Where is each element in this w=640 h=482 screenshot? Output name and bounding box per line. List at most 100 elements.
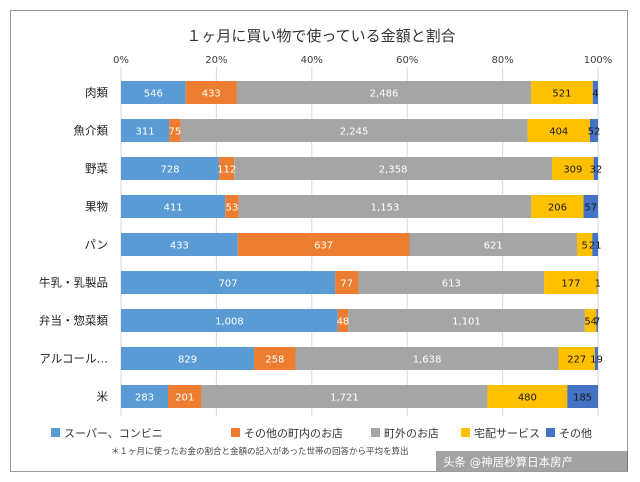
stacked-bar-chart: １ヶ月に買い物で使っている金額と割合 0% 20% 40% 60% 80% 100% 肉類… xyxy=(39,27,628,471)
value-label: 185 xyxy=(573,393,592,404)
value-label: 177 xyxy=(561,279,580,290)
legend-label: スーパー、コンビニ xyxy=(64,427,163,440)
category-label: 米 xyxy=(97,390,109,404)
bar-segment xyxy=(121,271,336,294)
value-label: 5 xyxy=(581,241,587,252)
category-label: 肉類 xyxy=(85,86,108,100)
value-label: 48 xyxy=(337,317,350,328)
legend-swatch xyxy=(461,428,470,437)
bar-segment xyxy=(201,385,488,408)
x-tick-label: 0% xyxy=(113,55,129,66)
value-label: 433 xyxy=(202,89,221,100)
legend-label: その他の町内のお店 xyxy=(244,426,343,440)
value-label: 52 xyxy=(588,127,601,138)
bar-segment xyxy=(596,309,598,332)
value-label: 54 xyxy=(584,317,597,328)
bar-segment xyxy=(589,119,598,142)
bar-segment xyxy=(592,233,598,256)
bar-segment xyxy=(583,195,598,218)
value-label: 411 xyxy=(164,203,183,214)
x-tick-label: 40% xyxy=(301,55,323,66)
x-axis-ticks: 0% 20% 40% 60% 80% 100% xyxy=(113,55,612,66)
bar-segment xyxy=(335,271,359,294)
value-label: 77 xyxy=(340,279,353,290)
value-label: 521 xyxy=(552,89,571,100)
value-label: 728 xyxy=(161,165,180,176)
value-label: 32 xyxy=(589,165,602,176)
bar-segment xyxy=(544,271,598,294)
bar-segment xyxy=(337,309,349,332)
bar-segment xyxy=(576,233,593,256)
category-label: 果物 xyxy=(85,200,108,214)
value-label: 112 xyxy=(217,165,236,176)
value-label: 283 xyxy=(135,393,154,404)
legend-swatch xyxy=(231,428,240,437)
watermark-text: 头条 @神居秒算日本房产 xyxy=(443,455,573,469)
bar-segment xyxy=(121,309,338,332)
watermark-background xyxy=(436,451,628,471)
legend: スーパー、コンビニ その他の町内のお店 町外のお店 宅配サービス その他 xyxy=(51,426,592,440)
bar-segment xyxy=(180,119,528,142)
category-label: 牛乳・乳製品 xyxy=(39,276,108,290)
category-label: 魚介類 xyxy=(74,124,109,138)
x-tick-label: 80% xyxy=(491,55,513,66)
bar-segment xyxy=(254,347,296,370)
value-label: 311 xyxy=(135,127,154,138)
bars xyxy=(121,81,599,408)
bar-segment xyxy=(552,157,594,180)
bar-segment xyxy=(531,195,584,218)
bar-segment xyxy=(593,157,598,180)
value-label: 707 xyxy=(219,279,238,290)
bar-segment xyxy=(219,157,235,180)
legend-label: 町外のお店 xyxy=(384,426,439,440)
bar-segment xyxy=(121,81,186,104)
value-label: 21 xyxy=(589,241,602,252)
x-tick-label: 20% xyxy=(205,55,227,66)
value-label: 1,721 xyxy=(330,393,359,404)
value-label: 57 xyxy=(584,203,597,214)
category-label: 野菜 xyxy=(85,162,108,176)
legend-label: その他 xyxy=(559,427,592,440)
bar-segment xyxy=(487,385,568,408)
watermark: 头条 @神居秒算日本房产 xyxy=(436,451,628,471)
value-label: 75 xyxy=(168,127,181,138)
bar-segment xyxy=(169,119,181,142)
value-label: 2,358 xyxy=(379,165,408,176)
bar-segment xyxy=(531,81,593,104)
value-label: 480 xyxy=(518,393,537,404)
value-label: 206 xyxy=(548,203,567,214)
chart-title: １ヶ月に買い物で使っている金額と割合 xyxy=(186,27,455,45)
bar-segment xyxy=(594,347,598,370)
value-label: 621 xyxy=(484,241,503,252)
bar-segment xyxy=(236,81,532,104)
bar-segment xyxy=(225,195,239,218)
bar-segment xyxy=(234,157,553,180)
category-label: パン xyxy=(84,238,108,252)
value-label: 4 xyxy=(592,89,598,100)
bar-segment xyxy=(168,385,202,408)
bar-segment xyxy=(238,195,532,218)
bar-segment xyxy=(185,81,237,104)
category-label: アルコール… xyxy=(39,352,108,366)
bar-segment xyxy=(409,233,577,256)
bar-segment xyxy=(567,385,598,408)
value-label: 637 xyxy=(314,241,333,252)
value-label: 1 xyxy=(595,279,601,290)
bar-segment xyxy=(597,271,599,294)
value-label: 433 xyxy=(170,241,189,252)
value-label: 7 xyxy=(594,317,600,328)
legend-swatch xyxy=(51,428,60,437)
value-label: 19 xyxy=(590,355,603,366)
value-label: 546 xyxy=(144,89,163,100)
legend-label: 宅配サービス xyxy=(474,426,540,440)
x-tick-label: 100% xyxy=(584,55,613,66)
value-label: 404 xyxy=(549,127,568,138)
bar-segment xyxy=(121,157,220,180)
bar-segment xyxy=(121,385,169,408)
legend-swatch xyxy=(371,428,380,437)
bar-segment xyxy=(121,119,170,142)
bar-segment xyxy=(121,233,238,256)
bar-segment xyxy=(527,119,590,142)
